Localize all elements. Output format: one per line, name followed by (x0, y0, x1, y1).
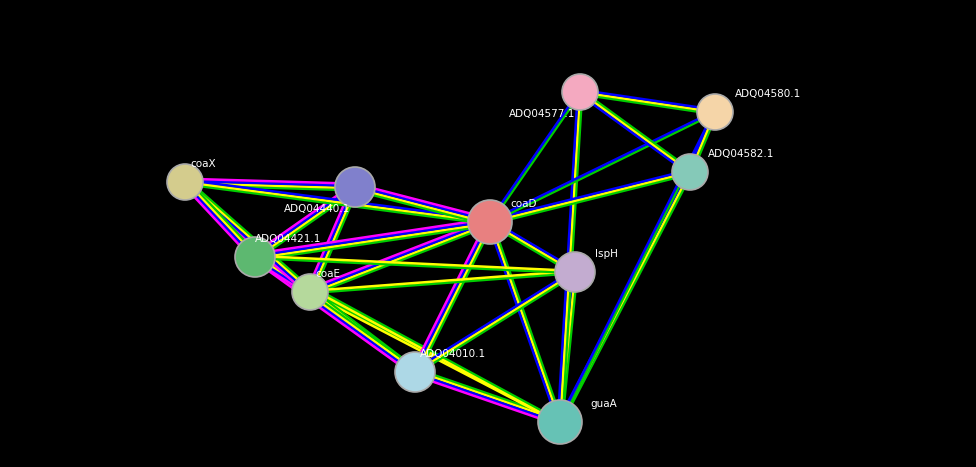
Circle shape (167, 164, 203, 200)
Text: ADQ04580.1: ADQ04580.1 (735, 89, 801, 99)
Text: ADQ04010.1: ADQ04010.1 (420, 349, 486, 359)
Text: ADQ04582.1: ADQ04582.1 (708, 149, 774, 159)
Text: coaE: coaE (315, 269, 340, 279)
Text: guaA: guaA (590, 399, 617, 409)
Circle shape (395, 352, 435, 392)
Circle shape (555, 252, 595, 292)
Circle shape (538, 400, 582, 444)
Circle shape (672, 154, 708, 190)
Circle shape (292, 274, 328, 310)
Text: ADQ04421.1: ADQ04421.1 (255, 234, 321, 244)
Text: ADQ04440.1: ADQ04440.1 (284, 204, 350, 214)
Circle shape (468, 200, 512, 244)
Circle shape (562, 74, 598, 110)
Text: coaD: coaD (510, 199, 537, 209)
Text: IspH: IspH (595, 249, 618, 259)
Text: coaX: coaX (190, 159, 216, 169)
Text: ADQ04577.1: ADQ04577.1 (508, 109, 575, 119)
Circle shape (235, 237, 275, 277)
Circle shape (335, 167, 375, 207)
Circle shape (697, 94, 733, 130)
